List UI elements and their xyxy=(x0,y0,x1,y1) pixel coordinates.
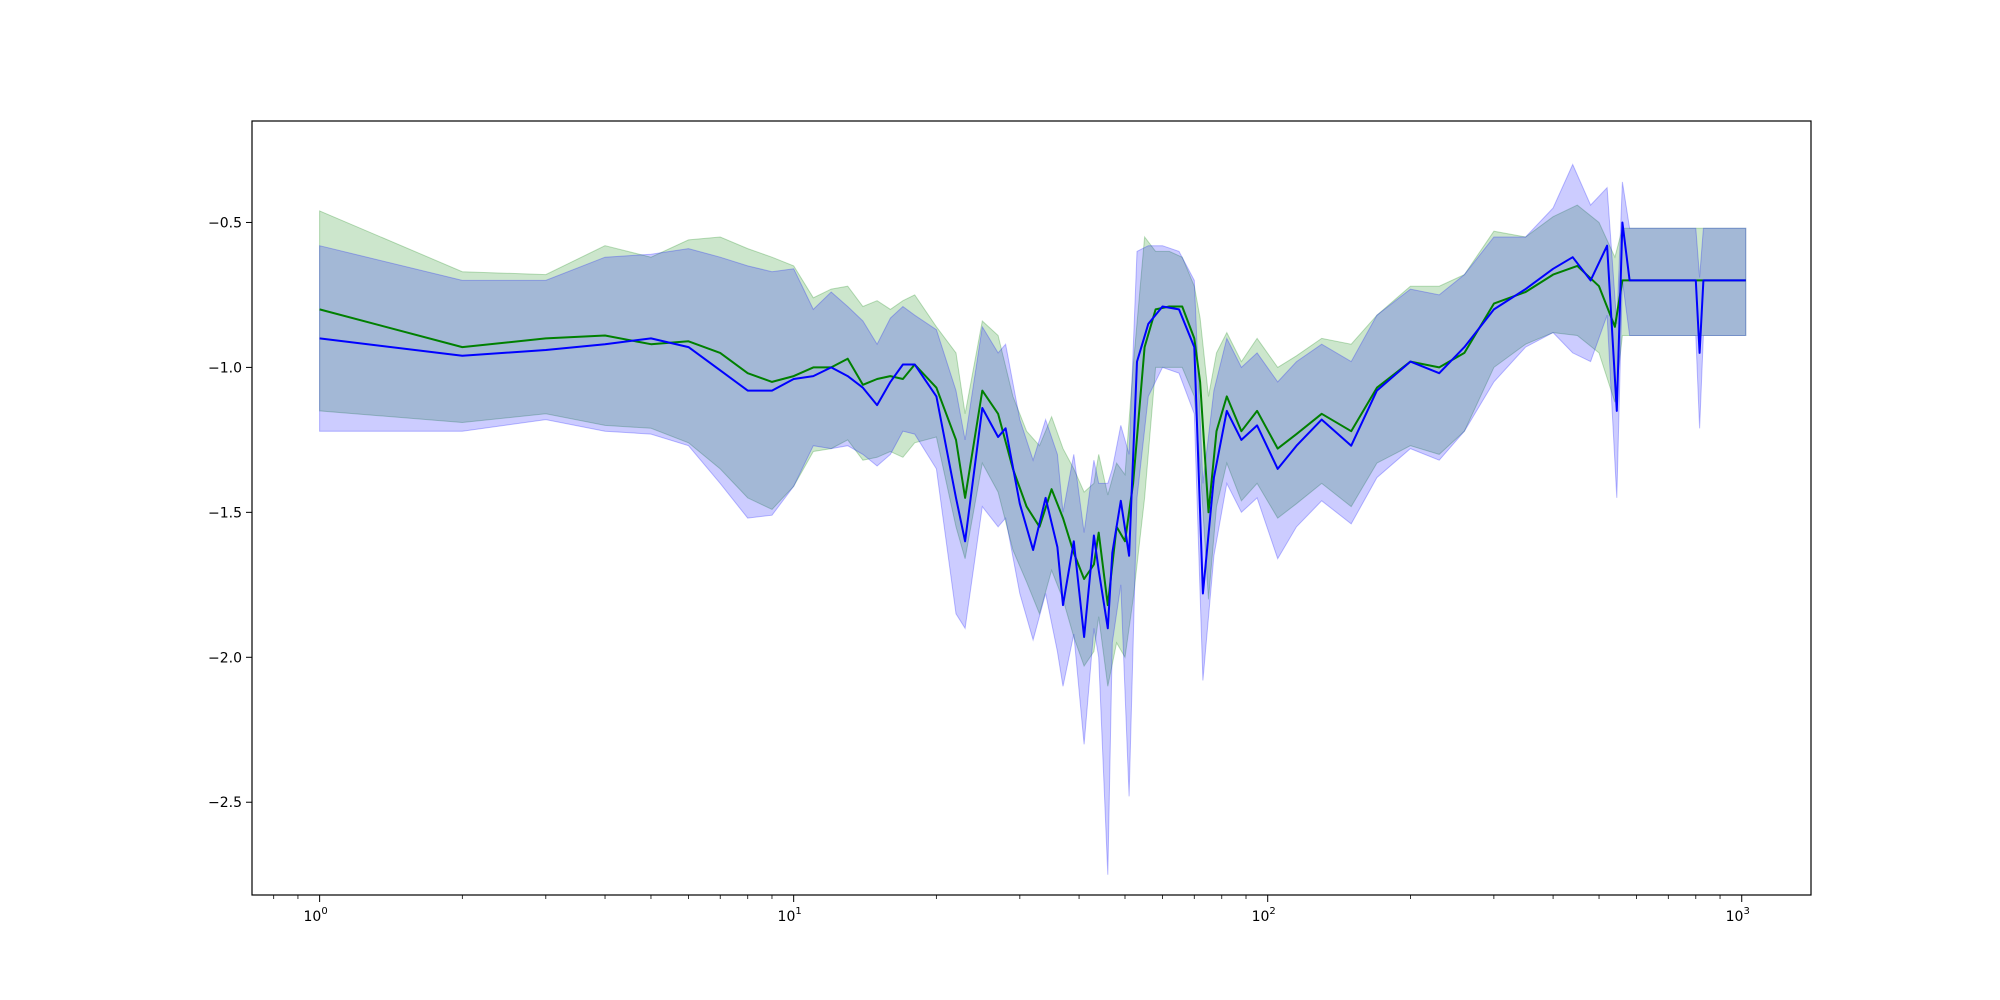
plot-frame xyxy=(251,120,1812,896)
blue-series-line xyxy=(319,221,1746,638)
y-tick-label: −2.0 xyxy=(208,650,242,666)
x-tick-label: 100 xyxy=(304,906,328,925)
y-tick-label: −0.5 xyxy=(208,215,242,231)
x-tick-label: 101 xyxy=(778,906,802,925)
x-tick-label: 102 xyxy=(1252,906,1276,925)
x-axis: 100 101 102 103 xyxy=(273,895,1750,925)
green-series-line xyxy=(319,264,1746,607)
y-tick-label: −1.5 xyxy=(208,505,242,521)
y-tick-label: −2.5 xyxy=(208,795,242,811)
series-lines xyxy=(319,221,1746,638)
y-axis: −2.5 −2.0 −1.5 −1.0 −0.5 xyxy=(208,215,252,811)
x-tick-label: 103 xyxy=(1726,906,1750,925)
y-tick-label: −1.0 xyxy=(208,360,242,376)
green-confidence-band xyxy=(319,204,1747,687)
